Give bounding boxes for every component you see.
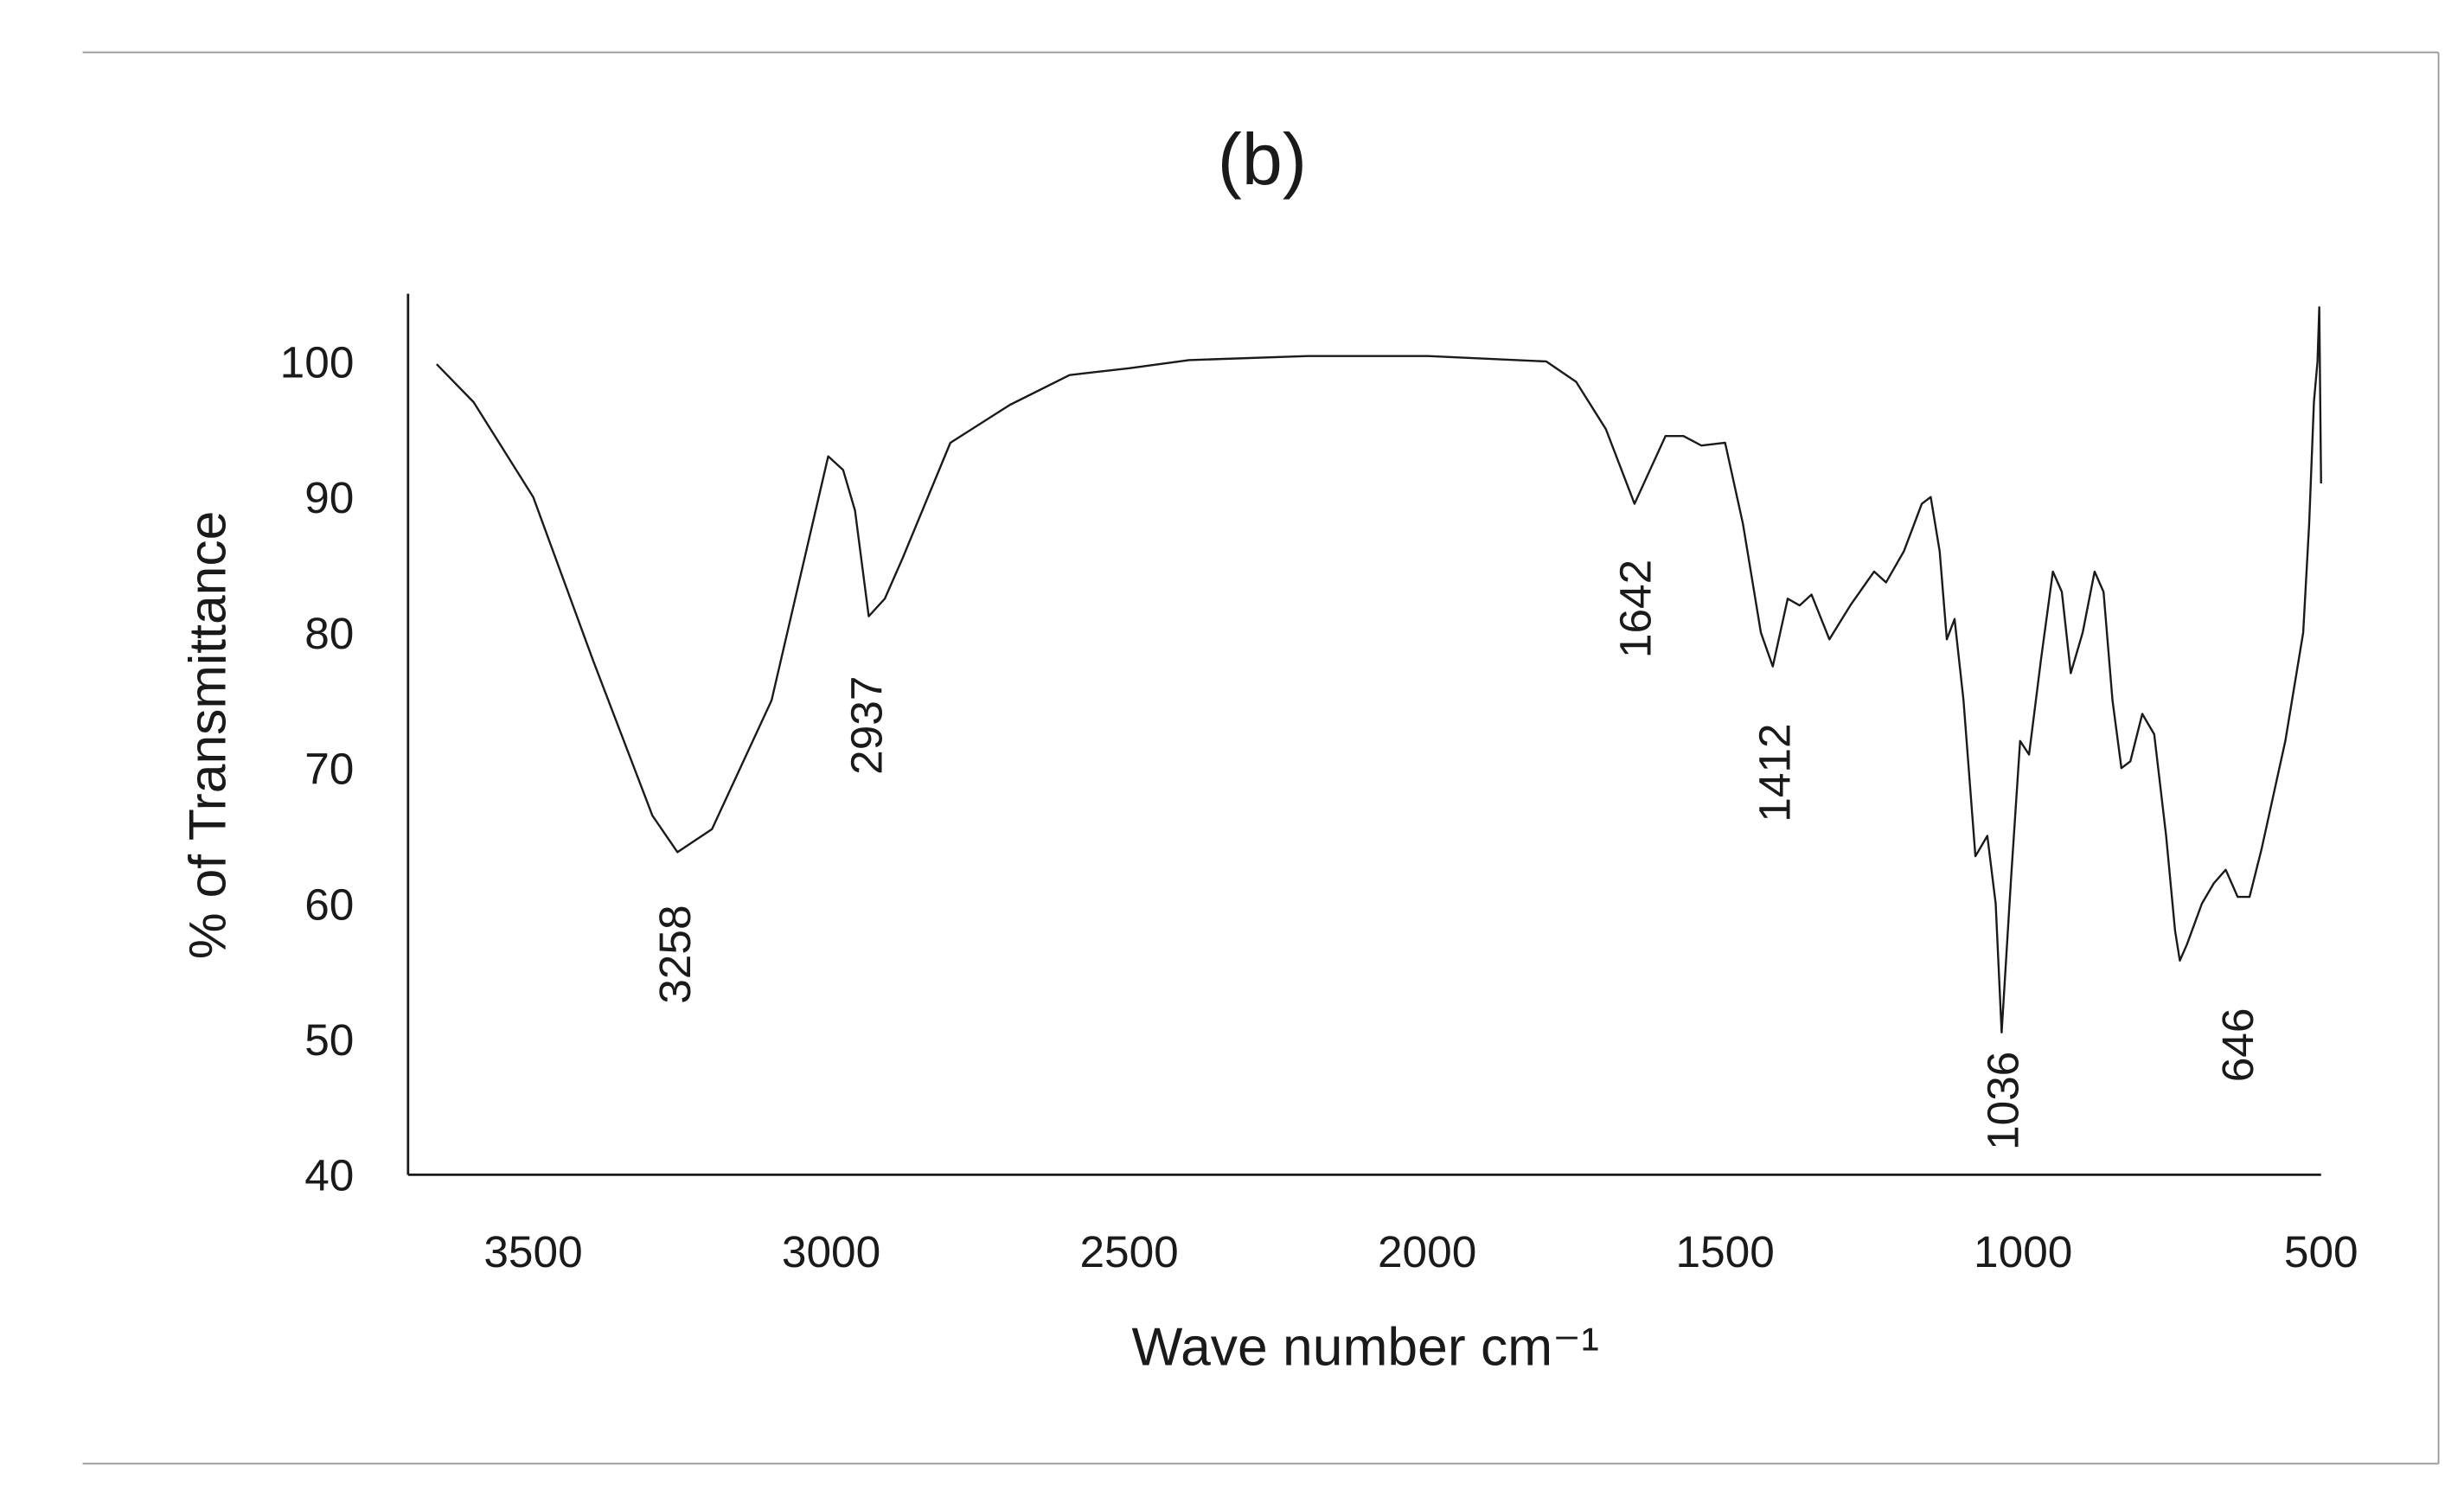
peak-label: 3258 [650, 905, 700, 1003]
x-tick-label: 2000 [1378, 1226, 1476, 1276]
x-tick-label: 3500 [483, 1226, 582, 1276]
y-tick-label: 60 [304, 879, 354, 929]
x-tick-label: 1000 [1974, 1226, 2072, 1276]
y-tick-label: 70 [304, 744, 354, 794]
spectrum-line [436, 306, 2322, 1033]
chart-title: (b) [1218, 118, 1307, 200]
y-tick-label: 40 [304, 1150, 354, 1200]
peak-label: 1036 [1977, 1052, 2027, 1150]
y-tick-label: 100 [280, 336, 355, 387]
y-tick-label: 90 [304, 472, 354, 522]
peak-label: 1642 [1610, 560, 1660, 658]
x-tick-label: 1500 [1676, 1226, 1775, 1276]
y-tick-label: 50 [304, 1014, 354, 1065]
x-tick-label: 2500 [1079, 1226, 1178, 1276]
x-axis-label: Wave number cm⁻¹ [1131, 1318, 1598, 1378]
x-tick-label: 3000 [782, 1226, 880, 1276]
y-tick-label: 80 [304, 608, 354, 658]
y-axis-label: % of Transmittance [178, 511, 237, 959]
peak-label: 2937 [841, 676, 891, 775]
peak-label: 1412 [1750, 723, 1800, 822]
peak-label: 646 [2212, 1008, 2262, 1083]
x-tick-label: 500 [2284, 1226, 2358, 1276]
